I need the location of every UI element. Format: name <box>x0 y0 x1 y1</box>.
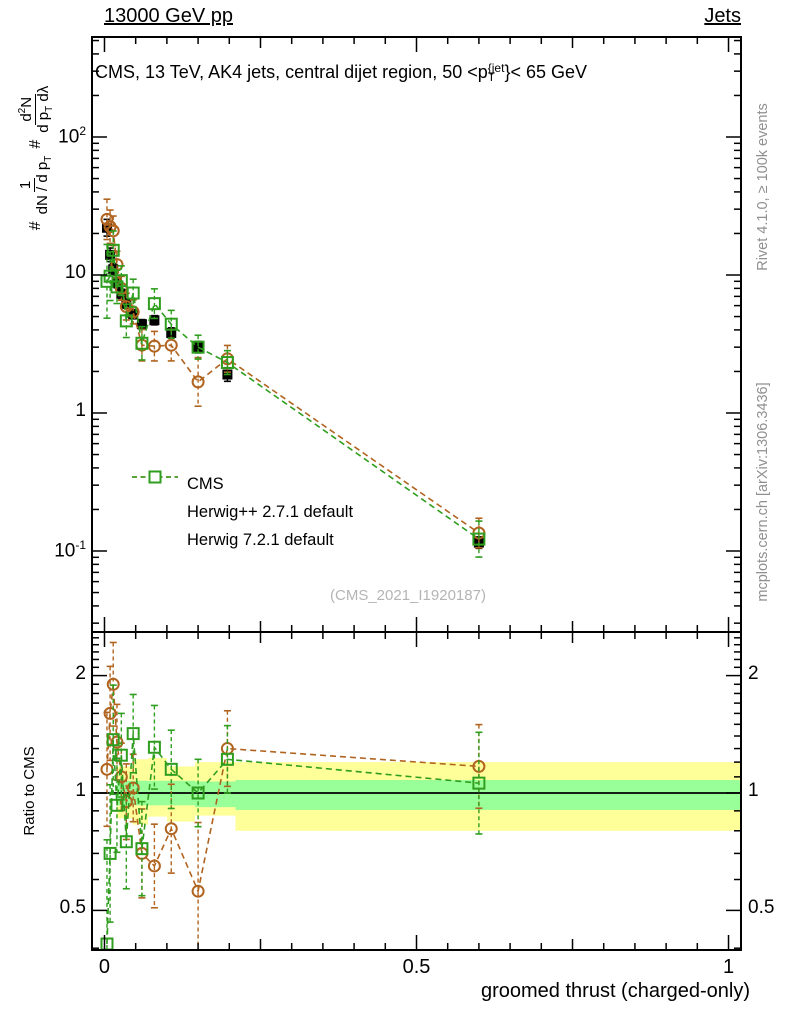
herwig-7-2-1-default-data-point <box>472 532 486 546</box>
x-tick-label: 1 <box>722 956 735 978</box>
ratio-y-tick-label: 2 <box>75 662 86 684</box>
herwig-7-2-1-default-ratio-point <box>110 798 124 812</box>
x-tick-label: 0 <box>98 956 111 978</box>
hash-sign: # <box>27 221 44 231</box>
legend-label: Herwig++ 2.7.1 default <box>187 502 354 521</box>
herwig-7-2-1-default-ratio-point <box>114 748 128 762</box>
ratio-y-tick-label-right: 0.5 <box>748 897 775 919</box>
plot-title: CMS, 13 TeV, AK4 jets, central dijet reg… <box>95 62 587 83</box>
ratio-y-tick-label: 1 <box>75 780 86 801</box>
herwig-2-7-1-default-ratio-point <box>103 706 117 720</box>
herwig-2-7-1-default-ratio-point <box>147 859 161 873</box>
pt-superscript: {jet T <box>487 60 505 85</box>
ratio-panel-series <box>100 641 486 950</box>
herwig-7-2-1-default-ratio-point <box>220 752 234 766</box>
analysis-group-label: Jets <box>704 5 741 27</box>
herwig-2-7-1-default-data-point <box>191 375 205 389</box>
herwig-7-2-1-default-ratio-point <box>103 846 117 860</box>
green-band <box>194 781 236 808</box>
herwig-2-7-1-default-ratio-point <box>110 735 124 749</box>
herwig-2-7-1-default-data-point <box>100 212 114 226</box>
main-y-tick-label: 10 <box>64 262 86 283</box>
herwig7-marker-icon <box>132 470 178 547</box>
cms-data-point <box>149 315 160 326</box>
herwig-2-7-1-default-ratio-point <box>191 884 205 898</box>
ratio-panel-frame <box>91 631 742 951</box>
herwig-7-2-1-default-data-point <box>106 243 120 257</box>
cms-data-point <box>136 319 147 330</box>
herwig-7-2-1-default-ratio-point <box>106 733 120 747</box>
herwig-2-7-1-default-data-point <box>147 339 161 353</box>
rivet-version-note: Rivet 4.1.0, ≥ 100k events <box>755 103 771 271</box>
herwig-7-2-1-default-data-point <box>114 274 128 288</box>
legend-item-herwig7: Herwig 7.2.1 default <box>132 470 353 554</box>
herwig-2-7-1-default-data-point <box>106 224 120 238</box>
main-y-tick-label: 10-1 <box>54 538 86 562</box>
ratio-y-tick-label: 0.5 <box>59 897 86 919</box>
main-y-tick-label: 102 <box>58 124 86 148</box>
herwig-7-2-1-default-ratio-point <box>135 842 149 856</box>
beam-energy-label: 13000 GeV pp <box>104 5 233 27</box>
green-band <box>235 779 741 810</box>
herwig-2-7-1-default-ratio-point <box>164 822 178 836</box>
legend: CMS Herwig++ 2.7.1 default Herwig 7.2.1 … <box>132 470 353 554</box>
legend-item-herwigpp: Herwig++ 2.7.1 default <box>132 470 354 526</box>
herwig-7-2-1-default-data-point <box>135 336 149 350</box>
herwig-7-2-1-default-data-point <box>126 286 140 300</box>
herwig-7-2-1-default-data-point <box>147 297 161 311</box>
herwigpp-marker-icon <box>132 470 178 519</box>
herwig-7-2-1-default-data-point <box>191 340 205 354</box>
plot-title-text: CMS, 13 TeV, AK4 jets, central dijet reg… <box>95 62 488 82</box>
ratio-y-tick-label-right: 1 <box>748 780 759 801</box>
herwig-7-2-1-default-ratio-point <box>191 786 205 800</box>
herwig-2-7-1-default-ratio-point <box>126 781 140 795</box>
legend-label: Herwig 7.2.1 default <box>187 530 334 549</box>
analysis-id-watermark: (CMS_2021_I1920187) <box>330 587 486 604</box>
herwig-7-2-1-default-ratio-point <box>164 762 178 776</box>
herwig-7-2-1-default-data-point <box>220 356 234 370</box>
mcplots-reference-note: mcplots.cern.ch [arXiv:1306.3436] <box>755 382 771 602</box>
herwig-2-7-1-default-data-point <box>164 338 178 352</box>
herwig-7-2-1-default-ratio-point <box>126 727 140 741</box>
x-tick-label: 0.5 <box>402 956 431 978</box>
herwig-2-7-1-default-ratio-point <box>106 677 120 691</box>
herwig-7-2-1-default-ratio-point <box>147 740 161 754</box>
herwig-7-2-1-default-ratio-point <box>472 776 486 790</box>
main-y-tick-label: 1 <box>75 400 86 421</box>
herwig-7-2-1-default-data-point <box>119 314 133 328</box>
ratio-uncertainty-bands <box>92 757 741 831</box>
ratio-y-tick-label-right: 2 <box>748 662 759 684</box>
legend-label: CMS <box>187 474 224 493</box>
y-axis-label: # 1 dN / d pT # d2N d pT dλ <box>12 40 60 276</box>
fraction-one-over-dndpt: 1 dN / d pT <box>16 155 55 215</box>
herwig-7-2-1-default-data-point <box>164 317 178 331</box>
plot-title-suffix: }< 65 GeV <box>504 62 588 82</box>
main-panel-series <box>100 198 486 558</box>
herwig-7-2-1-default-ratio-point <box>119 835 133 849</box>
x-axis-label: groomed thrust (charged-only) <box>480 980 750 1002</box>
